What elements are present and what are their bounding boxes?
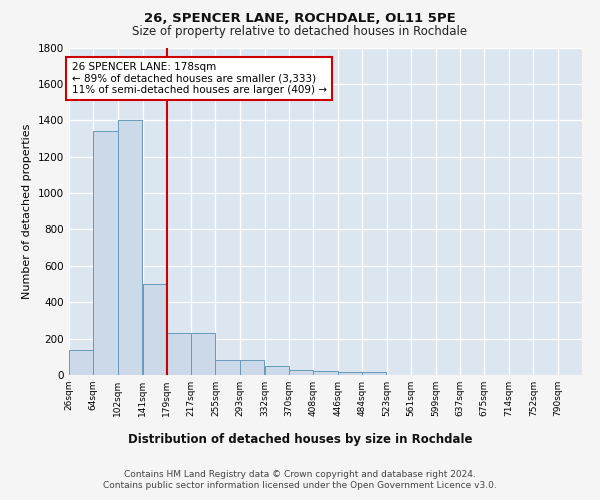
Bar	[289, 370, 313, 375]
Text: Contains public sector information licensed under the Open Government Licence v3: Contains public sector information licen…	[103, 481, 497, 490]
Bar	[167, 333, 191, 375]
Bar	[215, 360, 240, 375]
Text: 26, SPENCER LANE, ROCHDALE, OL11 5PE: 26, SPENCER LANE, ROCHDALE, OL11 5PE	[144, 12, 456, 26]
Bar	[69, 350, 94, 375]
Text: Contains HM Land Registry data © Crown copyright and database right 2024.: Contains HM Land Registry data © Crown c…	[124, 470, 476, 479]
Text: 26 SPENCER LANE: 178sqm
← 89% of detached houses are smaller (3,333)
11% of semi: 26 SPENCER LANE: 178sqm ← 89% of detache…	[71, 62, 326, 96]
Bar	[362, 372, 386, 375]
Bar	[191, 333, 215, 375]
Bar	[313, 372, 338, 375]
Bar	[265, 366, 289, 375]
Text: Size of property relative to detached houses in Rochdale: Size of property relative to detached ho…	[133, 25, 467, 38]
Bar	[94, 131, 118, 375]
Text: Distribution of detached houses by size in Rochdale: Distribution of detached houses by size …	[128, 432, 472, 446]
Bar	[240, 360, 264, 375]
Bar	[118, 120, 142, 375]
Bar	[143, 284, 167, 375]
Bar	[338, 372, 362, 375]
Y-axis label: Number of detached properties: Number of detached properties	[22, 124, 32, 299]
